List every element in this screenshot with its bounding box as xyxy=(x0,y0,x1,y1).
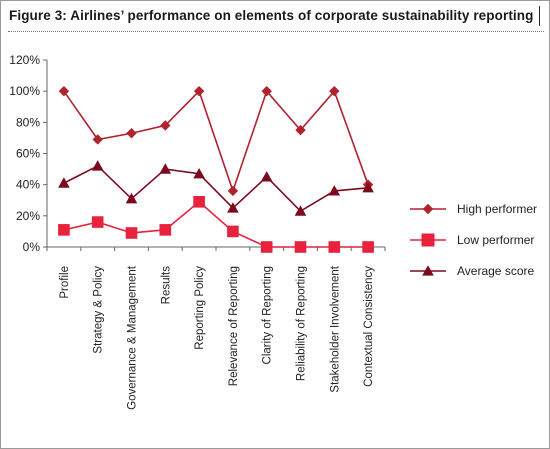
y-tick-label: 100% xyxy=(9,84,40,98)
y-tick-label: 20% xyxy=(16,209,40,223)
title-divider xyxy=(8,31,544,32)
x-category-label: Contextual Consistency xyxy=(363,266,375,387)
series-line-0 xyxy=(63,89,369,194)
data-point-series-0 xyxy=(160,120,171,131)
data-point-series-1 xyxy=(328,241,341,253)
x-category-label: Profile xyxy=(59,266,71,299)
data-point-series-1 xyxy=(227,225,239,238)
legend-label: High performer xyxy=(457,202,537,216)
y-tick-label: 80% xyxy=(16,115,40,129)
data-point-series-2 xyxy=(328,185,341,196)
x-category-label: Results xyxy=(160,266,172,305)
x-category-label: Strategy & Policy xyxy=(93,266,105,354)
y-tick-label: 0% xyxy=(23,240,41,254)
y-tick-label: 60% xyxy=(16,147,40,161)
data-point-series-2 xyxy=(260,171,273,182)
data-point-series-1 xyxy=(91,216,104,228)
figure-title: Figure 3: Airlines’ performance on eleme… xyxy=(9,8,534,23)
data-point-series-2 xyxy=(362,181,374,193)
data-point-series-2 xyxy=(91,160,104,171)
data-point-series-0 xyxy=(58,85,70,97)
data-point-series-0 xyxy=(329,85,340,97)
data-point-series-1 xyxy=(260,241,273,253)
data-point-series-2 xyxy=(294,205,307,216)
data-point-series-2 xyxy=(227,202,239,213)
data-point-series-2 xyxy=(159,163,172,174)
data-point-series-1 xyxy=(159,224,172,236)
data-point-series-1 xyxy=(125,227,138,239)
legend-marker xyxy=(421,233,435,247)
data-point-series-2 xyxy=(58,177,70,188)
data-point-series-0 xyxy=(227,185,239,197)
data-point-series-0 xyxy=(92,134,103,145)
x-category-label: Clarity of Reporting xyxy=(262,266,274,364)
x-category-label: Stakeholder Involvement xyxy=(329,265,341,392)
series-line-2 xyxy=(63,164,369,213)
series-line-1 xyxy=(63,200,369,248)
data-point-series-1 xyxy=(294,241,307,253)
y-tick-label: 120% xyxy=(9,53,40,67)
x-category-label: Governance & Management xyxy=(127,265,139,410)
data-point-series-1 xyxy=(193,196,205,208)
data-point-series-2 xyxy=(125,192,138,204)
data-point-series-2 xyxy=(193,167,205,179)
x-category-label: Reporting Policy xyxy=(194,266,206,350)
y-tick-label: 40% xyxy=(16,178,40,192)
legend-label: Average score xyxy=(457,264,534,278)
data-point-series-0 xyxy=(295,124,306,136)
legend-marker xyxy=(422,203,434,215)
text-cursor xyxy=(539,6,540,26)
data-point-series-0 xyxy=(193,85,205,97)
data-point-series-1 xyxy=(58,224,70,236)
legend-label: Low performer xyxy=(457,233,534,247)
x-category-label: Reliability of Reporting xyxy=(296,266,308,381)
x-category-label: Relevance of Reporting xyxy=(228,266,240,386)
legend-marker xyxy=(422,265,434,276)
data-point-series-0 xyxy=(126,128,137,139)
data-point-series-1 xyxy=(362,241,374,253)
data-point-series-0 xyxy=(261,85,272,97)
